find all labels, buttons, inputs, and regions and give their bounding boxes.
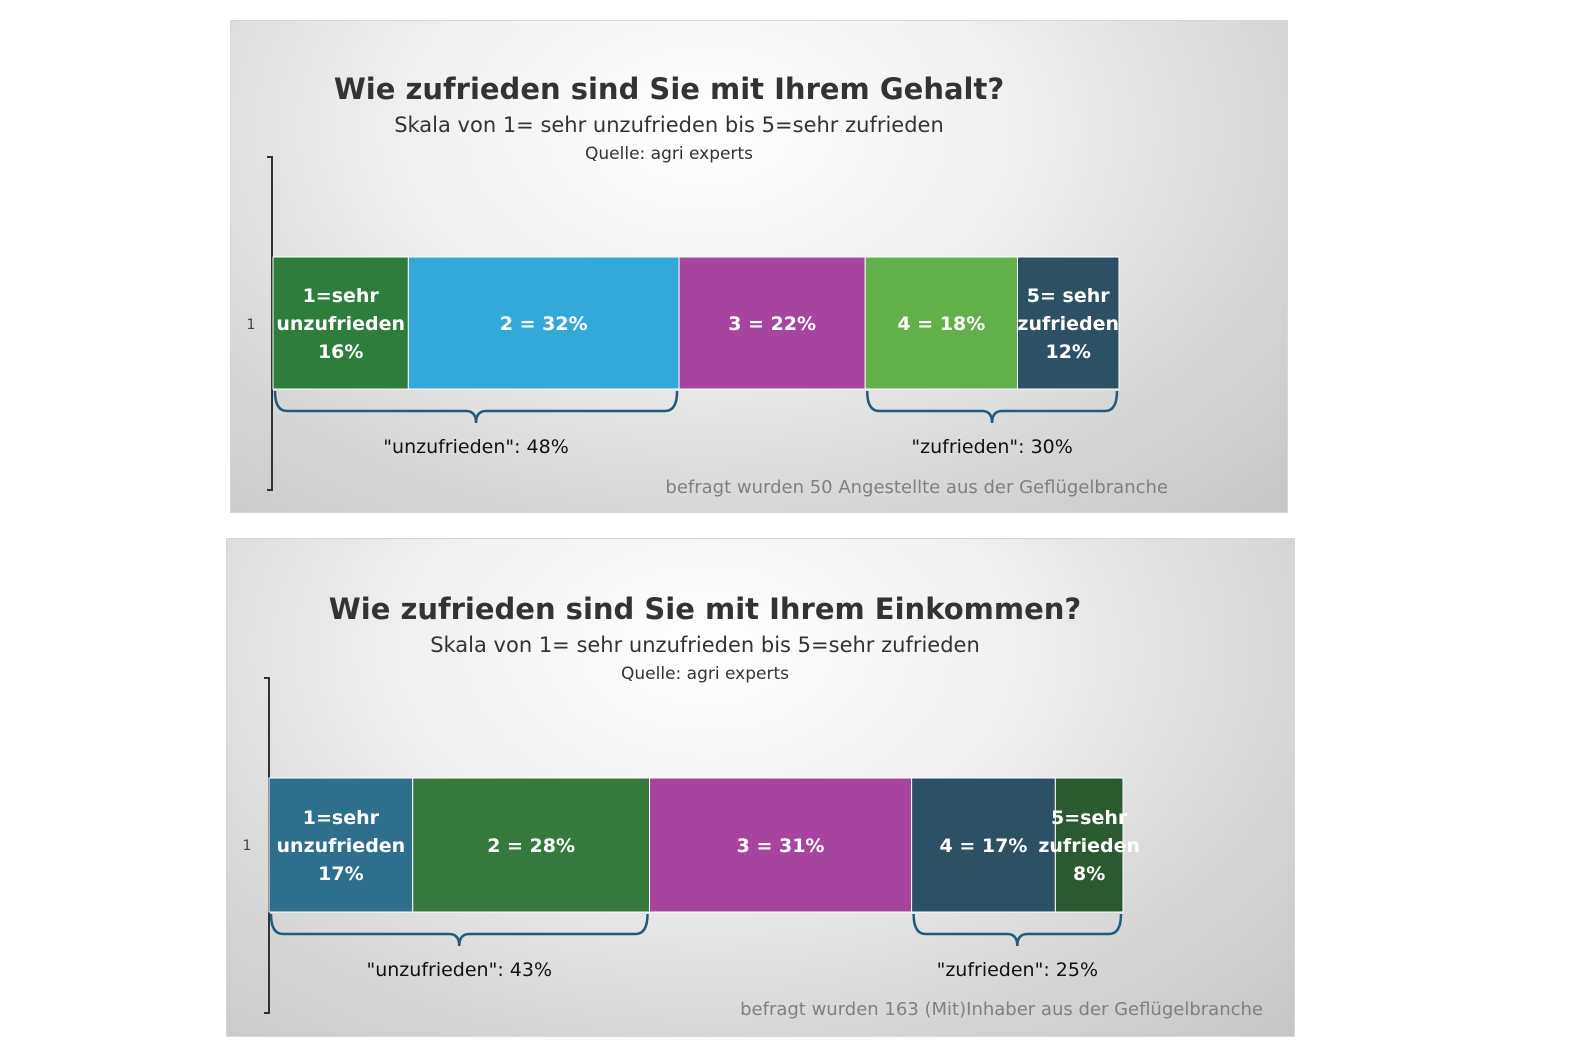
y-axis-bracket	[267, 156, 273, 491]
y-tick-label: 1	[247, 317, 256, 333]
bar-segment-4	[864, 256, 1018, 390]
group-brace	[912, 913, 1123, 947]
y-tick-label: 1	[243, 838, 252, 854]
chart-title: Wie zufrieden sind Sie mit Ihrem Gehalt?	[334, 72, 1004, 106]
group-brace	[865, 390, 1119, 424]
chart-einkommen: Wie zufrieden sind Sie mit Ihrem Einkomm…	[243, 592, 1263, 1020]
bar-segment-1	[268, 777, 414, 913]
segment-label: 1=sehr	[303, 285, 380, 307]
chart-title: Wie zufrieden sind Sie mit Ihrem Einkomm…	[329, 592, 1081, 626]
segment-label: 4 = 17%	[940, 835, 1028, 857]
bar-segment-5	[1016, 256, 1120, 390]
group-label: "zufrieden": 30%	[911, 436, 1072, 458]
chart-note: befragt wurden 50 Angestellte aus der Ge…	[665, 477, 1168, 498]
chart-source: Quelle: agri experts	[585, 144, 753, 164]
segment-label: zufrieden	[1017, 313, 1119, 335]
segment-label: unzufrieden	[276, 313, 405, 335]
bar-segment-3	[678, 256, 866, 390]
chart-subtitle: Skala von 1= sehr unzufrieden bis 5=sehr…	[394, 113, 944, 137]
chart-note: befragt wurden 163 (Mit)Inhaber aus der …	[740, 999, 1263, 1020]
segment-label: 3 = 31%	[737, 835, 825, 857]
segment-label: 5=sehr	[1051, 807, 1128, 829]
segment-label: 8%	[1073, 863, 1105, 885]
segment-label: zufrieden	[1038, 835, 1140, 857]
segment-label: 12%	[1045, 341, 1090, 363]
bar-segment-5	[1054, 777, 1124, 913]
bar-segment-2	[407, 256, 680, 390]
bar-segment-3	[648, 777, 913, 913]
segment-label: 2 = 28%	[487, 835, 575, 857]
group-label: "unzufrieden": 43%	[366, 959, 552, 981]
chart-source: Quelle: agri experts	[621, 664, 789, 684]
segment-label: 4 = 18%	[897, 313, 985, 335]
chart-subtitle: Skala von 1= sehr unzufrieden bis 5=sehr…	[430, 633, 980, 657]
chart-panel-gehalt: Wie zufrieden sind Sie mit Ihrem Gehalt?…	[230, 20, 1288, 513]
segment-label: 5= sehr	[1027, 285, 1110, 307]
segment-label: 17%	[318, 863, 363, 885]
segment-label: 3 = 22%	[728, 313, 816, 335]
segment-label: 1=sehr	[303, 807, 380, 829]
bar-segment-4	[911, 777, 1056, 913]
chart-gehalt: Wie zufrieden sind Sie mit Ihrem Gehalt?…	[247, 72, 1168, 498]
segment-label: unzufrieden	[277, 835, 406, 857]
bar-segment-1	[272, 256, 409, 390]
group-label: "unzufrieden": 48%	[383, 436, 569, 458]
chart-panel-einkommen: Wie zufrieden sind Sie mit Ihrem Einkomm…	[226, 538, 1295, 1037]
group-brace	[269, 913, 649, 947]
segment-label: 2 = 32%	[500, 313, 588, 335]
segment-label: 16%	[318, 341, 363, 363]
bar-segment-2	[412, 777, 650, 913]
y-axis-bracket	[264, 677, 270, 1014]
group-label: "zufrieden": 25%	[937, 959, 1098, 981]
group-brace	[273, 390, 679, 424]
